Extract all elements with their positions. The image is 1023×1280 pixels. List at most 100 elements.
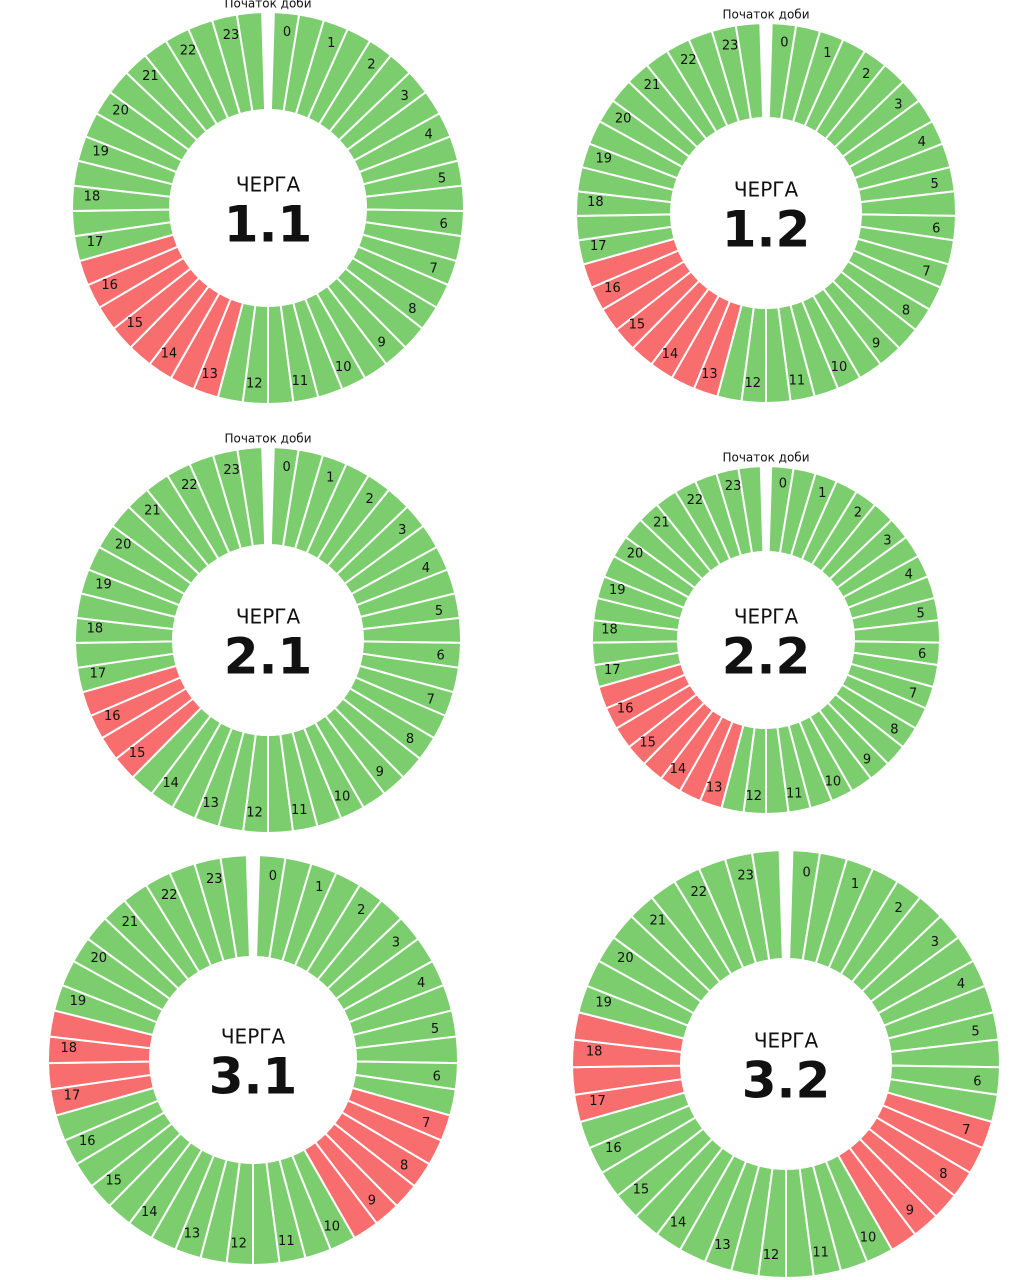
hour-label: 22 [180, 43, 197, 58]
hour-label: 9 [368, 1194, 376, 1209]
hour-label: 21 [644, 78, 661, 93]
hour-label: 14 [670, 1216, 687, 1231]
hour-label: 18 [87, 622, 104, 637]
donut: 01234567891011121314151617181920212223По… [71, 0, 465, 406]
hour-label: 10 [860, 1230, 877, 1245]
hour-label: 19 [596, 151, 613, 166]
hour-label: 22 [687, 493, 704, 508]
hour-label: 19 [595, 996, 612, 1011]
hour-label: 18 [84, 189, 101, 204]
donut: 01234567891011121314151617181920212223По… [591, 451, 941, 816]
hour-label: 14 [662, 347, 679, 362]
hour-label: 20 [112, 104, 129, 119]
hour-label: 5 [916, 607, 924, 622]
hour-label: 23 [722, 38, 739, 53]
hour-label: 15 [629, 318, 646, 333]
hour-label: 18 [587, 195, 604, 210]
hour-label: 12 [246, 376, 263, 391]
hour-label: 15 [129, 746, 146, 761]
hour-label: 22 [161, 888, 178, 903]
hour-label: 20 [617, 951, 634, 966]
hour-label: 2 [357, 903, 365, 918]
hour-label: 20 [90, 951, 107, 966]
hour-label: 8 [939, 1167, 947, 1182]
hour-label: 8 [408, 302, 416, 317]
hour-label: 14 [141, 1205, 158, 1220]
hour-label: 23 [206, 872, 223, 887]
hour-label: 3 [894, 97, 902, 112]
hour-label: 21 [650, 913, 667, 928]
hour-label: 5 [435, 604, 443, 619]
hour-label: 13 [201, 367, 218, 382]
hour-label: 13 [706, 780, 723, 795]
queue-number: 1.2 [722, 201, 811, 259]
hour-label: 2 [366, 492, 374, 507]
hour-label: 23 [223, 463, 240, 478]
hour-label: 10 [825, 774, 842, 789]
hour-segment [734, 22, 765, 121]
hour-label: 16 [104, 709, 121, 724]
hour-segment [737, 465, 765, 555]
hour-label: 7 [422, 1116, 430, 1131]
heading: ЧЕРГА [236, 173, 301, 197]
hour-label: 17 [589, 1094, 606, 1109]
hour-label: 17 [604, 663, 621, 678]
hour-label: 15 [633, 1183, 650, 1198]
hour-label: 16 [617, 702, 634, 717]
hour-label: 4 [422, 561, 430, 576]
hour-label: 0 [779, 477, 787, 492]
hour-label: 7 [962, 1123, 970, 1138]
queue-number: 2.2 [722, 628, 811, 686]
hour-label: 22 [680, 53, 697, 68]
hour-label: 11 [291, 803, 308, 818]
hour-label: 21 [144, 503, 161, 518]
hour-label: 2 [854, 505, 862, 520]
hour-label: 6 [932, 221, 940, 236]
hour-label: 11 [789, 374, 806, 389]
hour-label: 6 [440, 217, 448, 232]
hour-label: 4 [905, 568, 913, 583]
hour-label: 0 [269, 869, 277, 884]
hour-label: 12 [230, 1237, 247, 1252]
hour-label: 22 [181, 478, 198, 493]
hour-segment [235, 11, 267, 113]
hour-label: 23 [725, 479, 742, 494]
hour-label: 8 [902, 304, 910, 319]
hour-label: 2 [862, 67, 870, 82]
hour-label: 3 [931, 935, 939, 950]
heading: ЧЕРГА [221, 1025, 286, 1049]
hour-label: 1 [818, 486, 826, 501]
hour-label: 11 [278, 1234, 295, 1249]
hour-label: 3 [392, 936, 400, 951]
hour-label: 1 [315, 880, 323, 895]
hour-label: 5 [930, 177, 938, 192]
hour-label: 16 [604, 281, 621, 296]
hour-label: 17 [64, 1089, 81, 1104]
hour-label: 19 [609, 583, 626, 598]
hour-label: 23 [737, 869, 754, 884]
donut: 01234567891011121314151617181920212223По… [575, 8, 957, 405]
heading: ЧЕРГА [236, 605, 301, 629]
hour-label: 7 [922, 264, 930, 279]
hour-label: 23 [223, 28, 240, 43]
hour-label: 6 [973, 1074, 981, 1089]
hour-label: 19 [92, 145, 109, 160]
queue-number: 2.1 [224, 628, 313, 686]
hour-label: 5 [431, 1022, 439, 1037]
hour-label: 12 [246, 805, 263, 820]
heading: ЧЕРГА [734, 605, 799, 629]
hour-label: 18 [60, 1041, 77, 1056]
hour-label: 12 [744, 376, 761, 391]
donut: 01234567891011121314151617181920212223По… [74, 432, 462, 835]
hour-label: 4 [425, 128, 433, 143]
hour-label: 22 [691, 885, 708, 900]
hour-label: 15 [639, 735, 656, 750]
hour-label: 18 [586, 1044, 603, 1059]
hour-label: 21 [142, 69, 159, 84]
hour-label: 7 [909, 687, 917, 702]
hour-label: 16 [79, 1134, 96, 1149]
subtitle: Початок доби [722, 8, 809, 22]
hour-label: 0 [780, 35, 788, 50]
hour-label: 15 [105, 1174, 122, 1189]
